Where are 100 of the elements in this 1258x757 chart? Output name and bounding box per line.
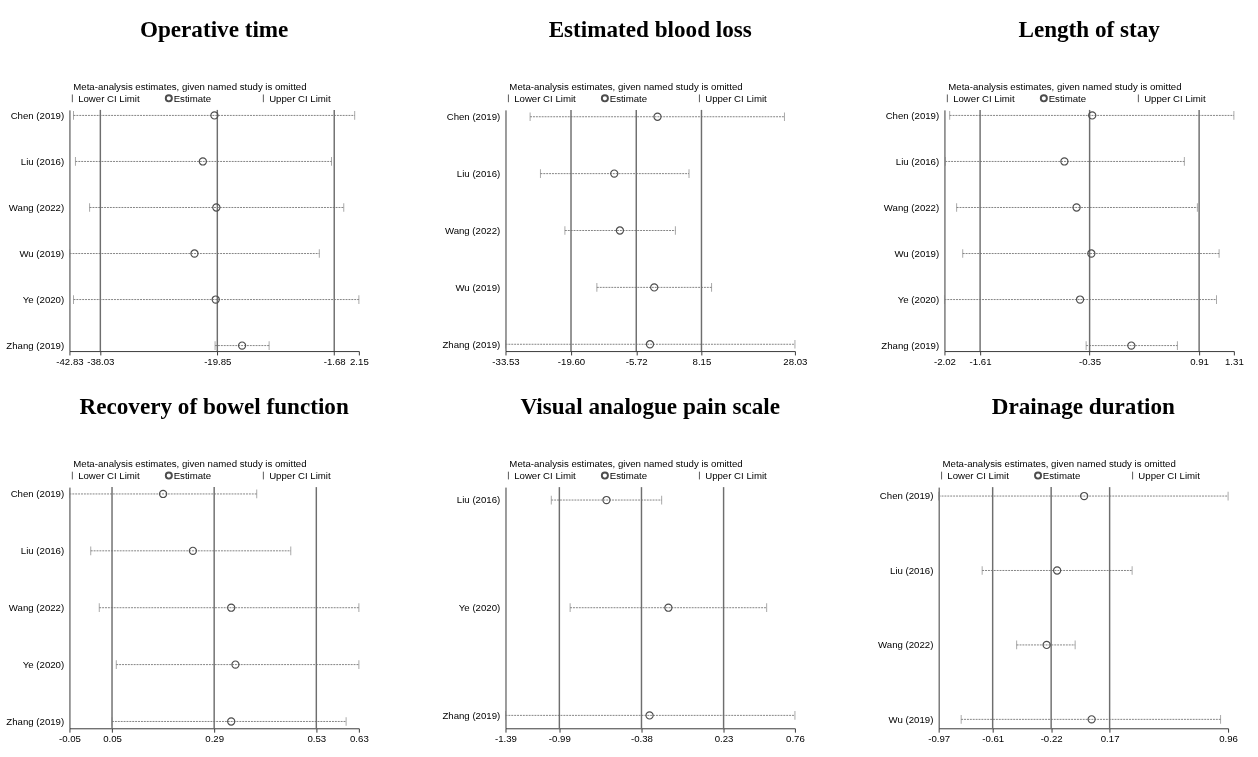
y-tick-label: Ye (2020) xyxy=(458,602,501,614)
y-tick-label: Wu (2019) xyxy=(894,247,940,259)
point xyxy=(650,283,659,292)
point xyxy=(1087,249,1096,258)
legend-label: Estimate xyxy=(609,93,648,105)
text: Upper CI Limit xyxy=(269,470,331,482)
y-tick-label: Wang (2022) xyxy=(878,639,934,651)
x-tick-label: 0.91 xyxy=(1190,356,1209,368)
chart-title: Length of stay xyxy=(1018,15,1161,42)
point xyxy=(198,157,207,166)
legend-label: Estimate xyxy=(173,470,212,482)
text: Lower CI Limit xyxy=(78,470,140,482)
point xyxy=(212,203,221,212)
x-tick-label: -19.85 xyxy=(204,356,232,368)
point xyxy=(210,111,219,120)
legend-label: Estimate xyxy=(173,93,212,105)
y-tick-label: Chen (2019) xyxy=(10,109,65,121)
y-tick-label: Wang (2022) xyxy=(444,224,501,236)
x-tick-label: -33.53 xyxy=(492,356,520,368)
point xyxy=(231,660,240,669)
x-tick-label: 0.53 xyxy=(307,733,327,745)
x-tick-label: -1.39 xyxy=(495,733,517,745)
y-tick-label: Wang (2022) xyxy=(8,602,65,614)
x-tick-label: 8.15 xyxy=(692,356,712,368)
y-tick-label: Zhang (2019) xyxy=(881,339,940,351)
x-tick-label: -1.61 xyxy=(969,356,992,368)
chart-subtitle: Meta-analysis estimates, given named study is omitted xyxy=(942,457,1176,469)
point xyxy=(645,340,655,349)
y-tick-label: Ye (2020) xyxy=(22,293,65,305)
x-tick-label: 0.23 xyxy=(714,733,734,745)
x-tick-label: 0.17 xyxy=(1100,733,1120,745)
chart-subtitle: Meta-analysis estimates, given named study is omitted xyxy=(73,80,307,92)
point xyxy=(227,717,236,726)
chart-title: Visual analogue pain scale xyxy=(520,392,780,419)
text: Upper CI Limit xyxy=(1144,93,1206,105)
y-tick-label: Liu (2016) xyxy=(20,155,65,167)
legend-label: Estimate xyxy=(609,470,648,482)
y-tick-label: Wu (2019) xyxy=(888,713,934,725)
x-tick-label: -0.05 xyxy=(58,733,81,745)
point xyxy=(1087,715,1096,724)
y-tick-label: Wu (2019) xyxy=(455,281,501,293)
x-tick-label: -2.02 xyxy=(933,356,956,368)
point xyxy=(1127,341,1136,350)
y-tick-label: Chen (2019) xyxy=(446,111,501,123)
chart-title: Drainage duration xyxy=(991,392,1176,419)
text: Lower CI Limit xyxy=(78,93,140,105)
y-tick-label: Zhang (2019) xyxy=(442,709,501,721)
point xyxy=(1088,111,1097,120)
text: Lower CI Limit xyxy=(953,93,1015,105)
y-tick-label: Wang (2022) xyxy=(883,201,940,213)
y-tick-label: Ye (2020) xyxy=(22,658,65,670)
x-tick-label: -5.72 xyxy=(625,356,648,368)
y-tick-label: Liu (2016) xyxy=(20,545,65,557)
x-tick-label: -0.38 xyxy=(630,733,653,745)
point xyxy=(188,546,198,555)
legend-label: Estimate xyxy=(1042,470,1081,482)
y-tick-label: Chen (2019) xyxy=(10,488,65,500)
chart-subtitle: Meta-analysis estimates, given named study is omitted xyxy=(509,457,743,469)
text: Upper CI Limit xyxy=(705,93,768,105)
x-tick-label: -0.99 xyxy=(548,733,571,745)
point xyxy=(211,295,220,304)
point xyxy=(1042,640,1051,650)
x-tick-label: 0.63 xyxy=(349,733,369,745)
x-tick-label: 1.31 xyxy=(1225,356,1244,368)
x-tick-label: 0.76 xyxy=(786,733,805,745)
point xyxy=(190,249,199,258)
legend-label: Estimate xyxy=(1048,93,1087,105)
point xyxy=(158,489,168,499)
y-tick-label: Liu (2016) xyxy=(456,168,501,179)
chart-subtitle: Meta-analysis estimates, given named study is omitted xyxy=(509,80,743,92)
x-tick-label: -0.97 xyxy=(928,733,951,745)
point xyxy=(1072,203,1081,212)
chart-title: Recovery of bowel function xyxy=(79,392,349,419)
text: Upper CI Limit xyxy=(1138,470,1201,482)
x-tick-label: -19.60 xyxy=(557,356,586,368)
y-tick-label: Liu (2016) xyxy=(890,564,934,576)
point xyxy=(237,341,247,350)
x-tick-label: 0.29 xyxy=(205,733,225,745)
chart-subtitle: Meta-analysis estimates, given named study is omitted xyxy=(73,457,307,469)
x-tick-label: 2.15 xyxy=(349,356,369,368)
point xyxy=(653,112,662,121)
y-tick-label: Chen (2019) xyxy=(885,109,940,121)
text: Upper CI Limit xyxy=(269,93,331,105)
point xyxy=(1060,157,1069,166)
point xyxy=(610,169,619,178)
point xyxy=(1075,295,1085,304)
y-tick-label: Zhang (2019) xyxy=(6,715,65,727)
x-tick-label: -0.61 xyxy=(982,733,1005,745)
y-tick-label: Liu (2016) xyxy=(895,155,940,167)
point xyxy=(227,603,236,612)
x-tick-label: -38.03 xyxy=(87,356,115,368)
point xyxy=(1079,491,1089,501)
chart-subtitle: Meta-analysis estimates, given named study is omitted xyxy=(948,80,1182,92)
y-tick-label: Ye (2020) xyxy=(897,293,940,305)
x-tick-label: 0.96 xyxy=(1219,733,1238,745)
x-tick-label: -42.83 xyxy=(56,356,84,368)
point xyxy=(615,226,625,235)
y-tick-label: Liu (2016) xyxy=(456,494,501,506)
x-tick-label: -1.68 xyxy=(323,356,346,368)
y-tick-label: Zhang (2019) xyxy=(442,338,501,350)
